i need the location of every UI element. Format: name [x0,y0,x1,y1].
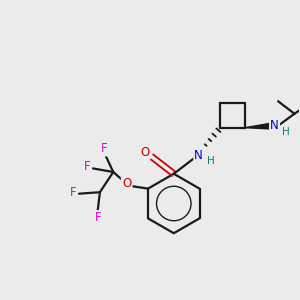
Text: N: N [194,148,203,162]
Text: O: O [140,146,150,159]
Text: F: F [84,160,90,172]
Text: F: F [95,211,101,224]
Text: F: F [101,142,108,155]
Polygon shape [245,124,269,129]
Text: N: N [270,119,279,132]
Text: H: H [282,127,290,136]
Text: F: F [70,186,76,199]
Text: H: H [207,156,214,166]
Text: O: O [122,177,131,190]
